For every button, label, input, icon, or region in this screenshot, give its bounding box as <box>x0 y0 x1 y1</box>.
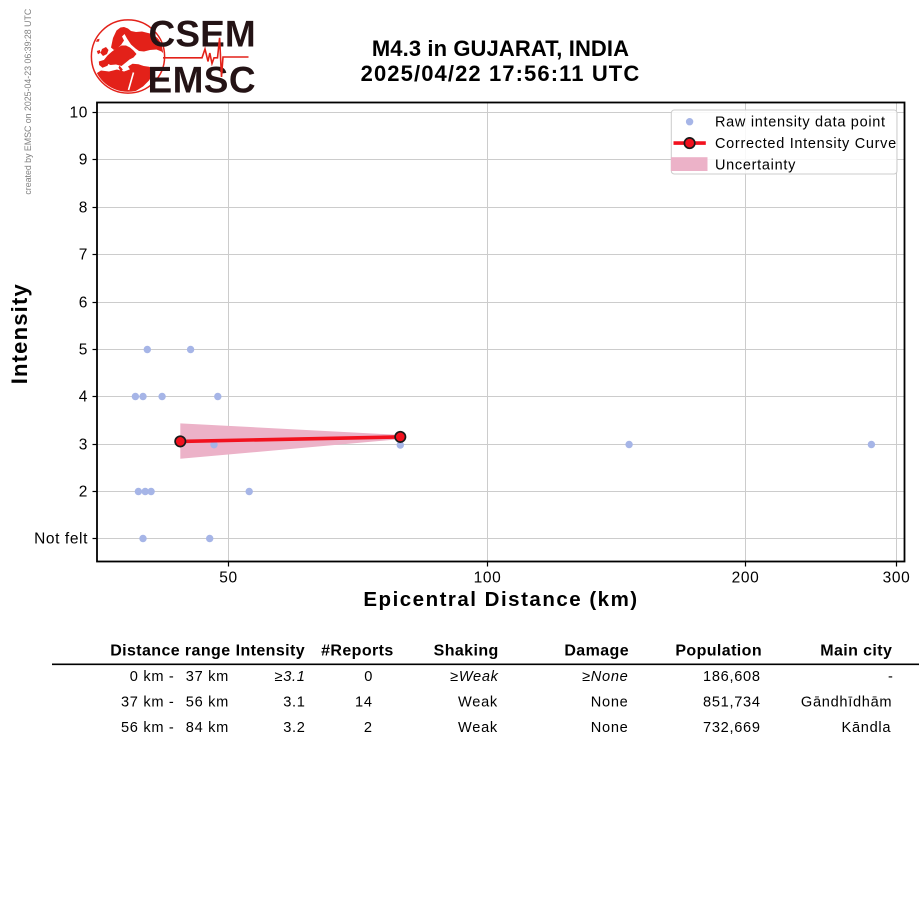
svg-text:84 km: 84 km <box>186 720 229 736</box>
svg-text:8: 8 <box>79 200 88 217</box>
svg-text:732,669: 732,669 <box>703 720 761 736</box>
svg-text:Intensity: Intensity <box>7 283 32 384</box>
svg-text:9: 9 <box>79 152 88 169</box>
svg-text:Population: Population <box>675 643 762 660</box>
svg-text:Gāndhīdhām: Gāndhīdhām <box>801 695 892 711</box>
svg-text:2: 2 <box>79 484 88 501</box>
svg-text:Main city: Main city <box>820 643 892 660</box>
svg-text:2025/04/22 17:56:11 UTC: 2025/04/22 17:56:11 UTC <box>361 61 641 86</box>
svg-text:≥None: ≥None <box>582 669 628 685</box>
svg-text:Corrected Intensity Curve: Corrected Intensity Curve <box>715 136 897 152</box>
svg-text:EMSC: EMSC <box>148 59 257 100</box>
svg-text:37 km -: 37 km - <box>121 695 175 711</box>
svg-text:37 km: 37 km <box>186 669 229 685</box>
svg-text:#Reports: #Reports <box>321 643 394 660</box>
svg-text:300: 300 <box>883 570 911 587</box>
svg-text:Weak: Weak <box>458 720 498 736</box>
svg-text:Damage: Damage <box>564 643 629 660</box>
svg-text:200: 200 <box>732 570 760 587</box>
svg-text:Weak: Weak <box>458 695 498 711</box>
svg-text:None: None <box>591 720 629 736</box>
svg-text:3.1: 3.1 <box>283 695 305 711</box>
svg-text:CSEM: CSEM <box>149 13 256 54</box>
svg-text:M4.3 in GUJARAT, INDIA: M4.3 in GUJARAT, INDIA <box>372 36 629 61</box>
svg-text:50: 50 <box>219 570 237 587</box>
svg-text:2: 2 <box>364 720 373 736</box>
svg-text:100: 100 <box>474 570 502 587</box>
svg-text:3.2: 3.2 <box>283 720 305 736</box>
svg-text:Raw intensity data point: Raw intensity data point <box>715 115 886 131</box>
svg-text:Uncertainty: Uncertainty <box>715 157 796 173</box>
svg-text:Kāndla: Kāndla <box>842 720 892 736</box>
svg-text:Not felt: Not felt <box>34 531 88 548</box>
svg-text:created by EMSC on 2025-04-23: created by EMSC on 2025-04-23 06:39:28 U… <box>23 8 33 194</box>
svg-text:56 km -: 56 km - <box>121 720 175 736</box>
svg-text:Shaking: Shaking <box>434 643 499 660</box>
svg-text:0: 0 <box>364 669 373 685</box>
svg-text:≥Weak: ≥Weak <box>450 669 499 685</box>
svg-text:-: - <box>888 669 894 685</box>
svg-text:7: 7 <box>79 247 88 264</box>
svg-text:4: 4 <box>79 389 88 406</box>
svg-text:10: 10 <box>70 105 88 122</box>
svg-text:6: 6 <box>79 295 88 312</box>
svg-text:5: 5 <box>79 342 88 359</box>
svg-text:Distance range: Distance range <box>110 643 230 660</box>
svg-text:851,734: 851,734 <box>703 695 761 711</box>
svg-text:186,608: 186,608 <box>703 669 761 685</box>
svg-text:≥3.1: ≥3.1 <box>274 669 305 685</box>
svg-text:Epicentral Distance (km): Epicentral Distance (km) <box>363 588 638 611</box>
svg-text:14: 14 <box>355 695 373 711</box>
svg-text:56 km: 56 km <box>186 695 229 711</box>
svg-text:Intensity: Intensity <box>236 643 305 660</box>
svg-text:None: None <box>591 695 629 711</box>
svg-text:0 km -: 0 km - <box>130 669 175 685</box>
svg-text:3: 3 <box>79 437 88 454</box>
